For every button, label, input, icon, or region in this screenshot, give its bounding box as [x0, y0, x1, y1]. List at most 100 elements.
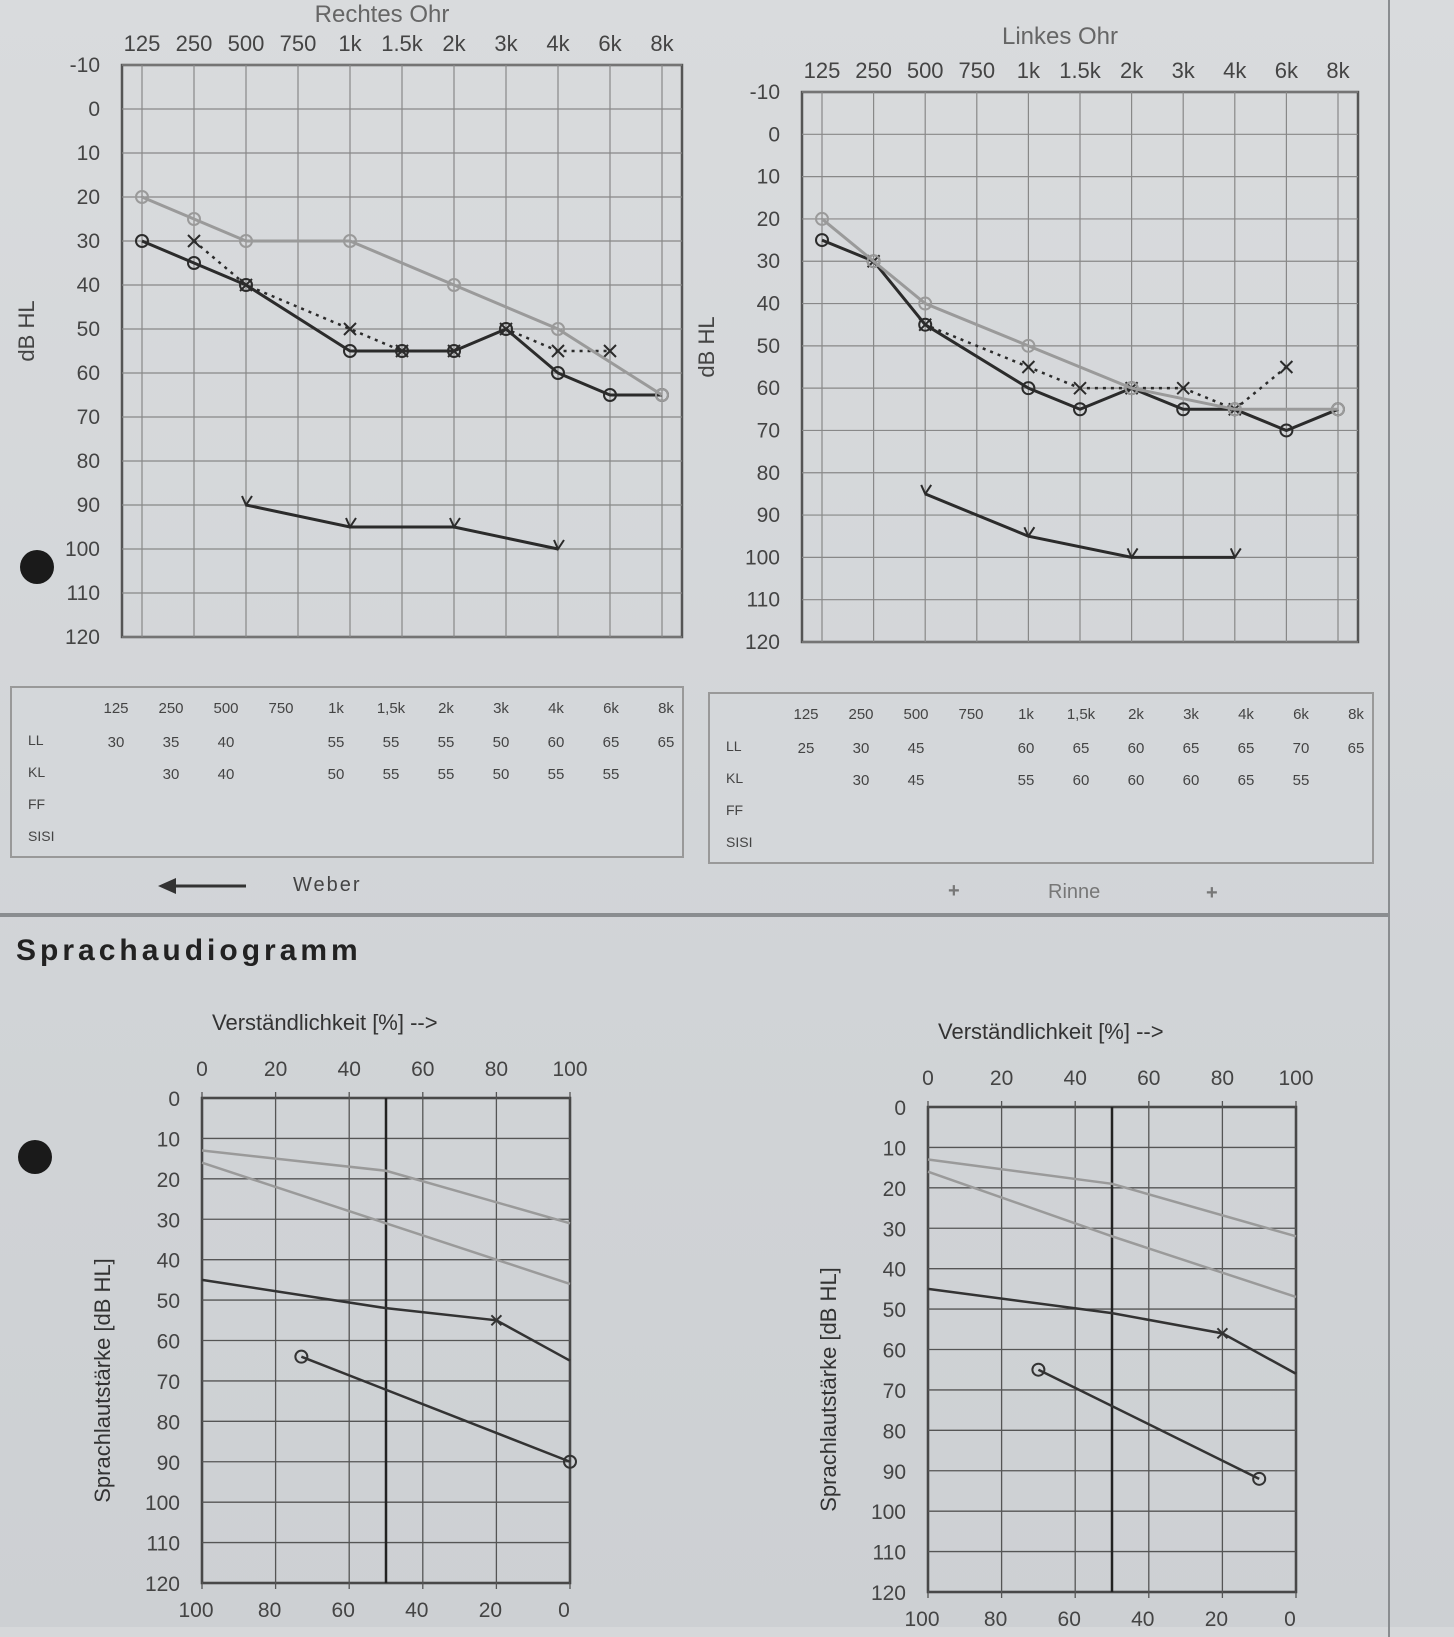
db-tick-label: 0	[88, 98, 100, 121]
data-point	[343, 344, 357, 358]
table-header-cell: 8k	[658, 700, 674, 717]
table-header-cell: 2k	[438, 700, 454, 717]
data-point	[920, 484, 933, 496]
data-point	[490, 1314, 503, 1326]
table-header-cell: 250	[158, 700, 184, 717]
left-ear-values-table: 125 250 500 750 1k 1,5k 2k 3k 4k 6k 8k LL KL FF SISI 25…	[708, 692, 1374, 864]
data-point	[1021, 338, 1036, 353]
freq-tick-label: 250	[855, 58, 892, 83]
data-point	[918, 296, 933, 311]
table-value-cell: 30	[162, 766, 180, 783]
lower-frame	[0, 915, 1390, 1637]
bottom-tick-label: 40	[405, 1599, 428, 1622]
freq-tick-label: 750	[280, 31, 317, 56]
series-line	[245, 503, 559, 551]
db-tick-label: 30	[757, 250, 780, 273]
freq-tick-label: 6k	[1275, 58, 1299, 83]
y-axis-label: dB HL	[694, 316, 719, 377]
table-value-cell: 30	[852, 772, 870, 789]
data-point	[447, 278, 461, 292]
freq-tick-label: 1.5k	[1059, 58, 1102, 83]
bottom-tick-label: 20	[479, 1599, 502, 1622]
table-value-cell: 55	[1292, 772, 1310, 789]
data-point	[563, 1454, 577, 1469]
y-tick-label: 30	[883, 1218, 906, 1241]
db-tick-label: 70	[77, 406, 100, 429]
data-point	[239, 278, 253, 292]
y-tick-label: 80	[883, 1420, 906, 1443]
freq-tick-label: 1k	[1017, 58, 1041, 83]
db-tick-label: 60	[757, 377, 780, 400]
table-value-cell: 55	[327, 734, 345, 751]
data-point	[553, 539, 565, 552]
data-point	[1252, 1471, 1267, 1486]
y-tick-label: 100	[871, 1501, 906, 1524]
top-tick-label: 20	[264, 1058, 287, 1081]
data-point	[1126, 547, 1139, 560]
rinne-right-sign: +	[1206, 882, 1218, 904]
table-header-cell: 6k	[603, 700, 619, 717]
freq-tick-label: 500	[228, 31, 265, 56]
y-tick-label: 40	[883, 1259, 906, 1282]
y-tick-label: 60	[883, 1340, 906, 1363]
table-value-cell: 55	[382, 766, 400, 783]
top-axis-label: Verständlichkeit [%] -->	[938, 1019, 1164, 1044]
db-tick-label: 60	[77, 362, 100, 385]
table-value-cell: 70	[1292, 740, 1310, 757]
data-point	[1021, 381, 1036, 396]
db-tick-label: -10	[70, 54, 100, 77]
series-line	[201, 1149, 571, 1225]
table-row-label: KL	[726, 770, 744, 786]
db-tick-label: 30	[77, 230, 100, 253]
table-header-cell: 6k	[1293, 706, 1309, 723]
top-tick-label: 80	[1211, 1067, 1234, 1090]
freq-tick-label: 750	[958, 58, 995, 83]
db-tick-label: 110	[67, 582, 100, 605]
y-tick-label: 50	[883, 1299, 906, 1322]
data-point	[345, 517, 357, 530]
freq-tick-label: 125	[804, 58, 841, 83]
db-tick-label: 50	[757, 335, 780, 358]
table-value-cell: 65	[602, 734, 620, 751]
data-point	[655, 388, 669, 402]
speech-audiogram-title: Sprachaudiogramm	[16, 934, 362, 967]
y-tick-label: 20	[157, 1169, 180, 1192]
data-point	[1073, 402, 1087, 417]
series-line	[821, 217, 1338, 411]
db-tick-label: 40	[77, 274, 100, 297]
data-point	[187, 256, 201, 270]
freq-tick-label: 4k	[546, 31, 570, 56]
table-header-cell: 1,5k	[376, 700, 406, 717]
rinne-label: Rinne	[1048, 881, 1101, 903]
data-point	[815, 233, 829, 248]
data-point	[551, 366, 565, 380]
y-tick-label: 70	[883, 1380, 906, 1403]
db-tick-label: -10	[750, 81, 780, 104]
table-value-cell: 50	[327, 766, 345, 783]
top-tick-label: 60	[1137, 1067, 1160, 1090]
y-tick-label: 90	[883, 1461, 906, 1484]
table-row-label: LL	[28, 732, 44, 748]
table-value-cell: 65	[1072, 740, 1090, 757]
top-tick-label: 40	[1064, 1067, 1087, 1090]
top-tick-label: 0	[196, 1058, 208, 1081]
data-point	[603, 388, 617, 402]
data-point	[499, 322, 513, 336]
y-tick-label: 120	[871, 1582, 906, 1605]
y-tick-label: 60	[157, 1331, 180, 1354]
data-point	[1124, 381, 1139, 396]
freq-tick-label: 500	[907, 58, 944, 83]
y-tick-label: 0	[894, 1097, 906, 1120]
table-header-cell: 1k	[1018, 706, 1034, 723]
table-value-cell: 45	[907, 772, 925, 789]
bottom-tick-label: 100	[904, 1608, 939, 1627]
table-value-cell: 65	[1237, 772, 1255, 789]
freq-tick-label: 8k	[1326, 58, 1350, 83]
y-tick-label: 40	[157, 1250, 180, 1273]
data-point	[551, 344, 565, 358]
data-point	[343, 322, 357, 336]
chart-title: Linkes Ohr	[1002, 23, 1118, 50]
